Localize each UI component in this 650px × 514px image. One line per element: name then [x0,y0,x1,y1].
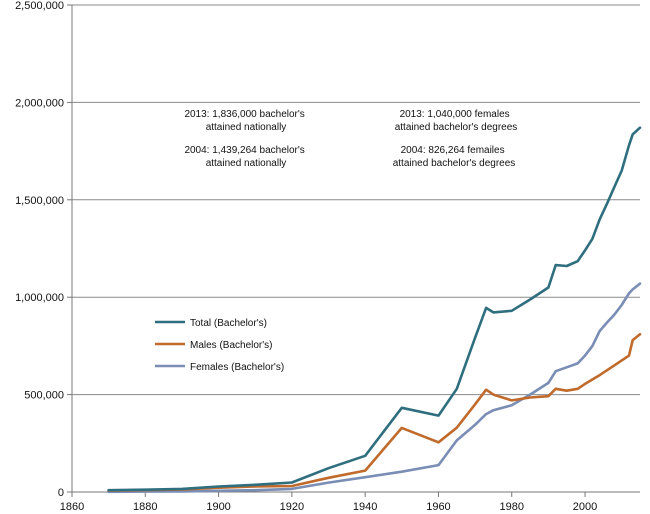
legend-label-males: Males (Bachelor's) [190,340,273,351]
series-line-males [107,332,642,492]
y-tick-label: 500,000 [24,390,64,402]
y-tick-label: 2,000,000 [15,97,64,109]
y-tick-label: 0 [58,487,64,499]
y-tick-label: 1,500,000 [15,195,64,207]
legend: Total (Bachelor's) Males (Bachelor's) Fe… [155,318,284,373]
legend-label-total: Total (Bachelor's) [190,318,267,329]
x-tick-label: 2000 [573,501,597,513]
series-line-females [107,282,642,494]
x-tick-label: 1920 [280,501,304,513]
annotation-total-2004: 2004: 1,439,264 bachelor's attained nati… [184,145,307,169]
legend-label-females: Females (Bachelor's) [190,362,284,373]
x-tick-label: 1860 [60,501,84,513]
annotation-total-2013: 2013: 1,836,000 bachelor's attained nati… [184,109,307,133]
annotation-females-2004: 2004: 826,264 femailes attained bachelor… [393,145,516,169]
x-tick-label: 1980 [499,501,523,513]
y-tick-label: 1,000,000 [15,292,64,304]
annotations: 2013: 1,836,000 bachelor's attained nati… [184,109,517,169]
series-line-total [107,126,642,492]
y-axis-ticks: 0 500,000 1,000,000 1,500,000 2,000,000 2,500… [15,0,72,499]
x-tick-label: 1940 [353,501,377,513]
series-lines [107,126,642,494]
x-axis-ticks: 1860 1880 1900 1920 1940 1960 1980 2000 [60,492,597,513]
y-tick-label: 2,500,000 [15,0,64,12]
x-tick-label: 1900 [206,501,230,513]
x-tick-label: 1880 [133,501,157,513]
annotation-females-2013: 2013: 1,040,000 females attained bachelo… [395,109,518,133]
grid-lines [72,4,640,396]
x-tick-label: 1960 [426,501,450,513]
